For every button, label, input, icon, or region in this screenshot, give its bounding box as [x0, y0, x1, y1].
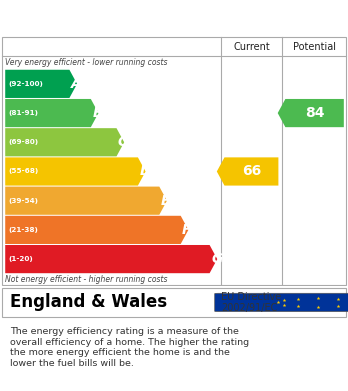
Polygon shape [5, 70, 77, 98]
Text: D: D [139, 165, 151, 178]
Text: B: B [92, 106, 103, 120]
Polygon shape [5, 99, 98, 127]
Text: 84: 84 [305, 106, 324, 120]
Text: Not energy efficient - higher running costs: Not energy efficient - higher running co… [5, 275, 168, 284]
Polygon shape [217, 157, 278, 186]
Text: (1-20): (1-20) [8, 256, 33, 262]
Text: (81-91): (81-91) [8, 110, 38, 116]
Text: Current: Current [233, 41, 270, 52]
Text: Energy Efficiency Rating: Energy Efficiency Rating [10, 11, 232, 25]
Text: (55-68): (55-68) [8, 169, 38, 174]
Text: C: C [118, 135, 128, 149]
Text: England & Wales: England & Wales [10, 293, 168, 311]
Text: 2002/91/EC: 2002/91/EC [221, 303, 277, 313]
Polygon shape [5, 157, 145, 186]
Text: A: A [71, 77, 81, 91]
Polygon shape [5, 216, 188, 244]
Text: Very energy efficient - lower running costs: Very energy efficient - lower running co… [5, 58, 168, 67]
Text: (69-80): (69-80) [8, 139, 38, 145]
Text: F: F [182, 223, 192, 237]
FancyBboxPatch shape [215, 293, 348, 312]
Polygon shape [5, 128, 124, 156]
Text: (39-54): (39-54) [8, 198, 38, 204]
Text: 66: 66 [242, 165, 261, 178]
Text: (92-100): (92-100) [8, 81, 43, 87]
Text: EU Directive: EU Directive [221, 292, 281, 301]
Text: (21-38): (21-38) [8, 227, 38, 233]
Polygon shape [5, 245, 217, 273]
Text: Potential: Potential [293, 41, 335, 52]
Polygon shape [278, 99, 344, 127]
Polygon shape [5, 187, 167, 215]
Text: G: G [211, 252, 222, 266]
Text: The energy efficiency rating is a measure of the
overall efficiency of a home. T: The energy efficiency rating is a measur… [10, 327, 250, 368]
Text: E: E [161, 194, 170, 208]
